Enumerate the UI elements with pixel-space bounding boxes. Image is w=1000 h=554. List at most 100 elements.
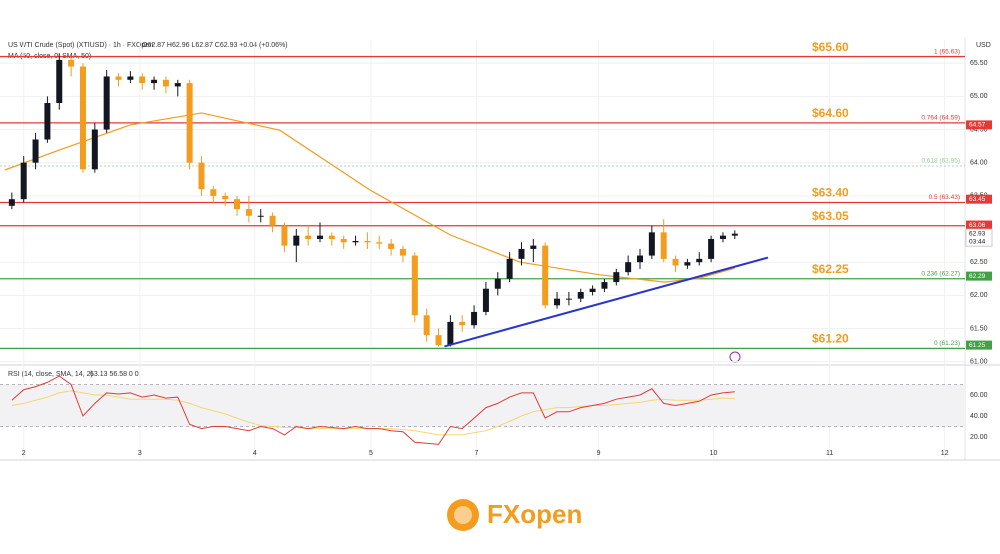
candle-body xyxy=(364,240,371,243)
candle-body xyxy=(174,83,181,87)
rsi-tick-label: 40.00 xyxy=(970,413,988,420)
candle-body xyxy=(8,199,15,206)
candle-body xyxy=(44,103,51,140)
candle-body xyxy=(139,76,146,84)
candle-body xyxy=(411,255,418,316)
candle-body xyxy=(293,235,300,246)
fib-label: 0.5 (63.43) xyxy=(929,194,960,201)
rsi-values: 63.13 56.58 0 0 xyxy=(90,371,139,378)
candle-body xyxy=(577,292,584,299)
price-badge xyxy=(966,120,992,130)
fib-label: 0.236 (62.27) xyxy=(921,270,960,277)
ma-line xyxy=(4,112,735,283)
candle-body xyxy=(518,248,525,259)
fib-label: 0.764 (64.59) xyxy=(921,115,960,122)
candle-body xyxy=(554,298,561,306)
fib-label: 0 (61.23) xyxy=(934,340,960,347)
candle-body xyxy=(127,76,134,80)
candle-body xyxy=(648,232,655,256)
y-tick-label: 65.00 xyxy=(970,93,988,100)
y-tick-label: 61.50 xyxy=(970,325,988,332)
candle-body xyxy=(388,243,395,249)
candle-body xyxy=(352,240,359,243)
price-badge-label: 61.25 xyxy=(969,342,986,349)
candle-body xyxy=(32,139,39,163)
candle-body xyxy=(565,298,572,300)
fib-label: 0.618 (63.95) xyxy=(921,158,960,165)
x-tick-label: 9 xyxy=(597,450,601,457)
candle-body xyxy=(447,321,454,346)
brand: FXopen xyxy=(487,499,582,529)
candle-body xyxy=(210,189,217,196)
x-tick-label: 2 xyxy=(22,450,26,457)
price-badge-label: 62.29 xyxy=(969,273,986,280)
y-tick-label: 62.00 xyxy=(970,292,988,299)
candle-body xyxy=(115,76,122,80)
rsi-band xyxy=(0,384,965,427)
candle-body xyxy=(719,235,726,239)
candle-body xyxy=(731,233,738,236)
x-tick-label: 11 xyxy=(826,450,833,457)
candle-body xyxy=(471,311,478,326)
candle-body xyxy=(79,66,86,170)
candle-body xyxy=(613,272,620,283)
candle-body xyxy=(589,288,596,293)
candle-body xyxy=(186,83,193,163)
candle-body xyxy=(91,129,98,170)
candle-body xyxy=(222,195,229,200)
candle-body xyxy=(601,282,608,289)
candle-body xyxy=(435,335,442,346)
candle-body xyxy=(151,79,158,84)
level-label: $65.60 xyxy=(812,40,849,54)
rsi-line xyxy=(11,375,735,445)
x-tick-label: 7 xyxy=(474,450,478,457)
candle-body xyxy=(234,199,241,210)
candle-body xyxy=(660,232,667,259)
candle-body xyxy=(305,235,312,239)
logo-inner xyxy=(454,506,472,524)
candle-body xyxy=(542,245,549,306)
rsi-legend: RSI (14, close, SMA, 14, 2) xyxy=(8,371,93,378)
candle-body xyxy=(245,209,252,216)
y-tick-label: 62.50 xyxy=(970,259,988,266)
x-tick-label: 3 xyxy=(138,450,142,457)
candle-body xyxy=(328,235,335,239)
candle-body xyxy=(20,162,27,200)
price-badge xyxy=(966,340,992,350)
y-tick-label: 61.00 xyxy=(970,359,988,366)
price-badge-label: 62.93 xyxy=(969,230,986,237)
candle-body xyxy=(423,315,430,336)
candle-body xyxy=(684,262,691,266)
candle-body xyxy=(257,215,264,217)
y-tick-label: 64.00 xyxy=(970,160,988,167)
candle-body xyxy=(317,235,323,239)
currency: USD xyxy=(976,42,991,49)
candle-body xyxy=(68,59,75,67)
fib-label: 1 (65.63) xyxy=(934,48,960,55)
candle-body xyxy=(625,262,632,273)
candle-body xyxy=(162,79,169,87)
candle-body xyxy=(482,288,489,312)
price-badge xyxy=(966,194,992,204)
ohlc: O62.87 H62.96 L62.87 C62.93 +0.04 (+0.06… xyxy=(142,42,288,49)
candle-body xyxy=(281,225,288,246)
logo: FXopen xyxy=(447,499,582,531)
candle-body xyxy=(708,238,715,259)
candle-body xyxy=(198,162,205,190)
candle-body xyxy=(696,258,703,263)
candle-body xyxy=(672,258,679,266)
candle-body xyxy=(399,248,406,256)
price-badge xyxy=(965,228,993,247)
candle-body xyxy=(530,245,537,249)
candle-body xyxy=(269,215,276,226)
price-badge-label: 63.06 xyxy=(969,222,986,229)
candle-body xyxy=(103,76,110,130)
level-label: $63.40 xyxy=(812,186,849,200)
trendline xyxy=(444,256,769,348)
x-tick-label: 10 xyxy=(710,450,718,457)
x-tick-label: 5 xyxy=(369,450,373,457)
price-badge-label: 64.57 xyxy=(969,122,986,129)
y-tick-label: 65.50 xyxy=(970,60,988,67)
